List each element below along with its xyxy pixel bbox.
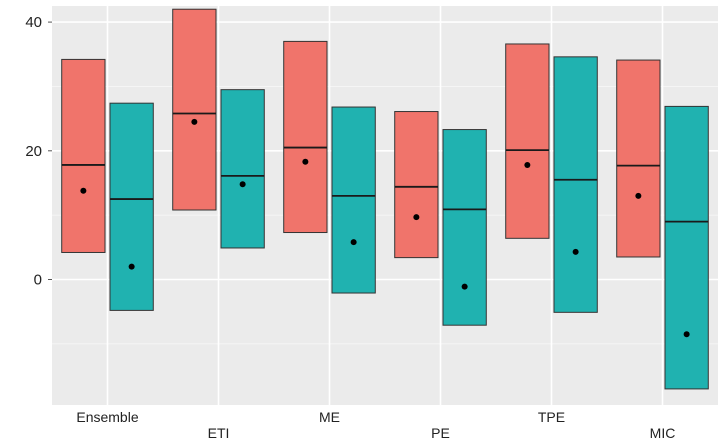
box-eti-s2 (220, 89, 265, 249)
x-labels: Ensemble ETI ME PE TPE MIC (76, 409, 675, 441)
y-tick-label: 40 (25, 14, 42, 31)
mean-point (239, 181, 246, 188)
plot-panel (52, 6, 718, 405)
x-tick-label: ETI (208, 425, 230, 441)
box-me-s2 (331, 106, 376, 294)
box-mic-s1 (616, 59, 661, 258)
box-ensemble-s1 (61, 58, 106, 253)
box-tpe-s2 (553, 56, 598, 313)
mean-point (302, 158, 309, 165)
boxes (61, 8, 709, 390)
x-tick-label: Ensemble (76, 409, 138, 425)
box-eti-s1 (172, 8, 217, 211)
mean-point (128, 263, 135, 270)
x-tick-label: PE (431, 425, 450, 441)
x-tick-label: TPE (538, 409, 565, 425)
y-tick-label: 20 (25, 143, 42, 160)
grid-minor (52, 85, 718, 345)
box-tpe-s1 (505, 43, 550, 239)
mean-point (461, 283, 468, 290)
box-me-s1 (283, 40, 328, 234)
x-tick-label: ME (319, 409, 340, 425)
grid-major (52, 6, 718, 405)
y-tick-label: 0 (34, 272, 42, 289)
mean-point (350, 239, 357, 246)
mean-point (80, 187, 87, 194)
y-ticks: 0 20 40 (25, 14, 52, 289)
box-mic-s2 (664, 105, 709, 390)
box-pe-s1 (394, 111, 439, 259)
mean-point (191, 118, 198, 125)
x-tick-label: MIC (650, 425, 676, 441)
mean-point (572, 248, 579, 255)
mean-point (413, 214, 420, 221)
mean-point (524, 161, 531, 168)
box-ensemble-s2 (109, 102, 154, 311)
mean-point (683, 331, 690, 338)
mean-point (635, 192, 642, 199)
box-pe-s2 (442, 129, 487, 326)
